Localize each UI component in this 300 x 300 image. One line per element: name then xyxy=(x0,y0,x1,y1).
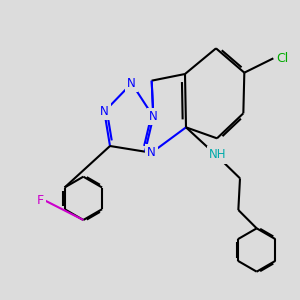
Text: F: F xyxy=(37,194,44,206)
Text: N: N xyxy=(127,77,136,90)
Text: N: N xyxy=(147,146,156,159)
Text: N: N xyxy=(149,110,158,123)
Text: N: N xyxy=(100,105,109,118)
Text: Cl: Cl xyxy=(276,52,289,65)
Text: NH: NH xyxy=(209,148,227,161)
